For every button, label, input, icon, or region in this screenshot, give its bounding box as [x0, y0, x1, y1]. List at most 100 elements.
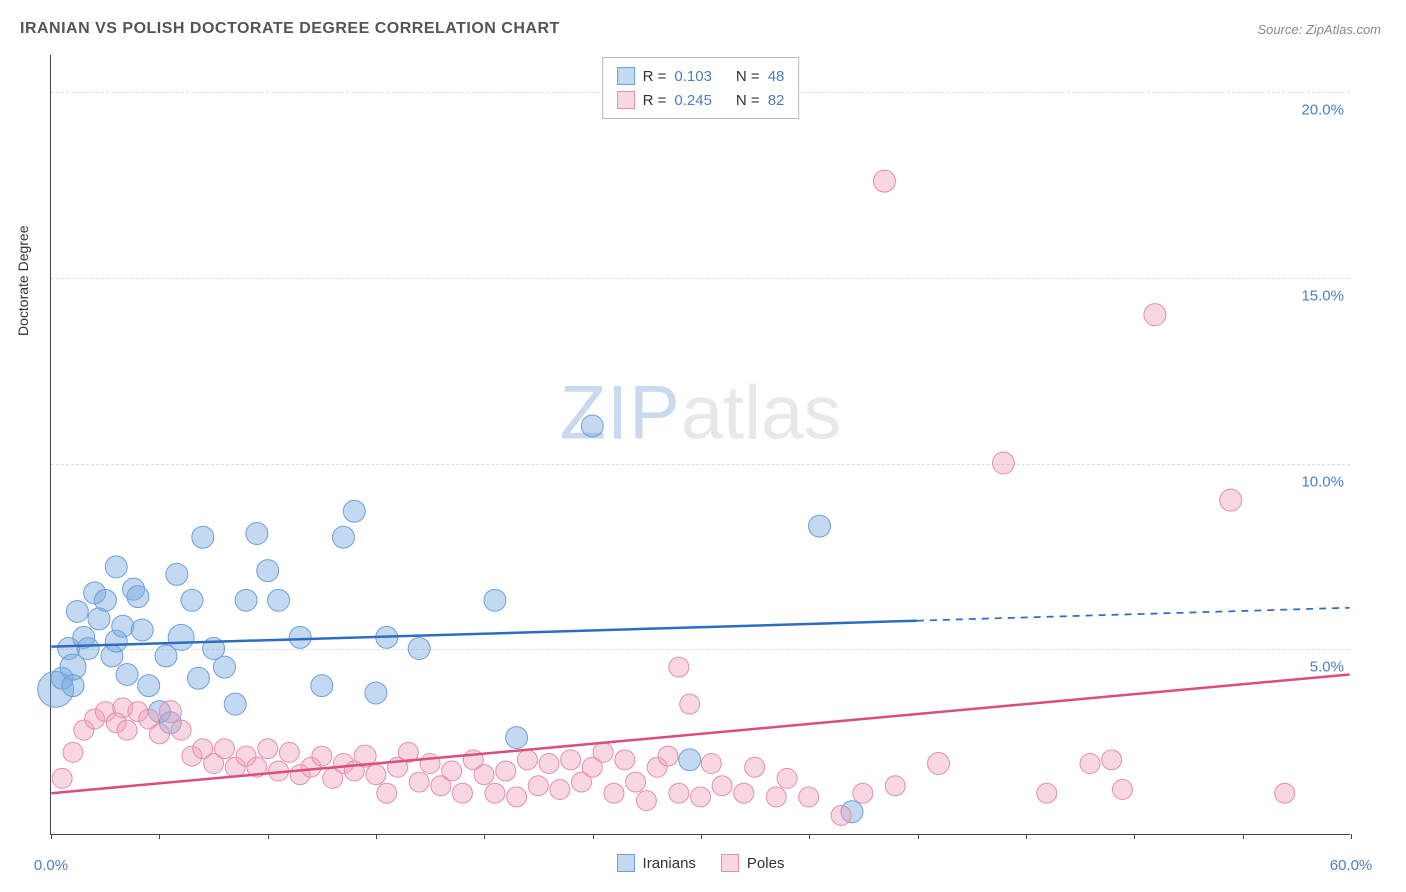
x-tick: [159, 834, 160, 839]
legend-swatch-poles: [721, 854, 739, 872]
x-tick: [701, 834, 702, 839]
scatter-point: [105, 556, 127, 578]
scatter-point: [484, 589, 506, 611]
scatter-point: [279, 742, 299, 762]
scatter-point: [474, 765, 494, 785]
x-tick: [918, 834, 919, 839]
x-tick: [268, 834, 269, 839]
scatter-point: [213, 656, 235, 678]
scatter-point: [311, 675, 333, 697]
scatter-point: [131, 619, 153, 641]
scatter-point: [312, 746, 332, 766]
x-tick: [809, 834, 810, 839]
scatter-point: [214, 739, 234, 759]
scatter-point: [442, 761, 462, 781]
scatter-point: [809, 515, 831, 537]
x-tick: [593, 834, 594, 839]
scatter-point: [550, 779, 570, 799]
scatter-point: [377, 783, 397, 803]
chart-title: IRANIAN VS POLISH DOCTORATE DEGREE CORRE…: [20, 20, 560, 38]
scatter-point: [268, 589, 290, 611]
scatter-point: [408, 638, 430, 660]
scatter-point: [52, 768, 72, 788]
scatter-point: [496, 761, 516, 781]
scatter-point: [581, 415, 603, 437]
scatter-point: [63, 742, 83, 762]
x-tick: [484, 834, 485, 839]
scatter-point: [593, 742, 613, 762]
scatter-point: [1112, 779, 1132, 799]
x-tick-label: 0.0%: [34, 857, 68, 874]
scatter-point: [1102, 750, 1122, 770]
stats-swatch-poles: [617, 91, 635, 109]
scatter-point: [528, 776, 548, 796]
scatter-point: [366, 765, 386, 785]
scatter-point: [246, 523, 268, 545]
scatter-point: [181, 589, 203, 611]
scatter-point: [799, 787, 819, 807]
scatter-point: [604, 783, 624, 803]
r-value-1: 0.103: [674, 68, 712, 85]
scatter-point: [885, 776, 905, 796]
stats-legend-row-2: R = 0.245 N = 82: [617, 88, 785, 112]
stats-legend-row-1: R = 0.103 N = 48: [617, 64, 785, 88]
scatter-point: [873, 170, 895, 192]
scatter-point: [365, 682, 387, 704]
scatter-point: [192, 526, 214, 548]
scatter-point: [766, 787, 786, 807]
scatter-point: [343, 500, 365, 522]
scatter-point: [166, 563, 188, 585]
scatter-point: [658, 746, 678, 766]
scatter-point: [332, 526, 354, 548]
scatter-point: [853, 783, 873, 803]
scatter-point: [1080, 754, 1100, 774]
x-tick: [1243, 834, 1244, 839]
scatter-point: [928, 753, 950, 775]
scatter-point: [669, 783, 689, 803]
source-attribution: Source: ZipAtlas.com: [1257, 22, 1381, 37]
r-label-1: R =: [643, 68, 667, 85]
scatter-point: [615, 750, 635, 770]
scatter-point: [626, 772, 646, 792]
stats-legend: R = 0.103 N = 48 R = 0.245 N = 82: [602, 57, 800, 119]
scatter-point: [66, 600, 88, 622]
scatter-point: [235, 589, 257, 611]
scatter-point: [1220, 489, 1242, 511]
scatter-point: [777, 768, 797, 788]
scatter-point: [992, 452, 1014, 474]
r-label-2: R =: [643, 92, 667, 109]
scatter-point: [507, 787, 527, 807]
scatter-point: [561, 750, 581, 770]
x-tick-label: 60.0%: [1330, 857, 1373, 874]
scatter-point: [517, 750, 537, 770]
scatter-point: [112, 615, 134, 637]
scatter-point: [150, 724, 170, 744]
n-label-2: N =: [736, 92, 760, 109]
legend-label-iranians: Iranians: [643, 855, 696, 872]
chart-svg: [51, 55, 1350, 834]
scatter-point: [679, 749, 701, 771]
scatter-point: [669, 657, 689, 677]
scatter-point: [506, 727, 528, 749]
scatter-point: [1275, 783, 1295, 803]
y-axis-title: Doctorate Degree: [15, 225, 31, 336]
n-value-1: 48: [768, 68, 785, 85]
scatter-point: [636, 791, 656, 811]
scatter-point: [712, 776, 732, 796]
x-tick: [51, 834, 52, 839]
scatter-point: [116, 664, 138, 686]
legend-label-poles: Poles: [747, 855, 785, 872]
scatter-point: [745, 757, 765, 777]
scatter-point: [539, 754, 559, 774]
scatter-point: [171, 720, 191, 740]
scatter-point: [409, 772, 429, 792]
trend-line-solid: [51, 674, 1349, 793]
scatter-point: [485, 783, 505, 803]
plot-area: ZIPatlas R = 0.103 N = 48 R = 0.245 N = …: [50, 55, 1350, 835]
stats-swatch-iranians: [617, 67, 635, 85]
scatter-point: [77, 638, 99, 660]
n-value-2: 82: [768, 92, 785, 109]
scatter-point: [734, 783, 754, 803]
legend-item-poles: Poles: [721, 854, 785, 872]
scatter-point: [680, 694, 700, 714]
